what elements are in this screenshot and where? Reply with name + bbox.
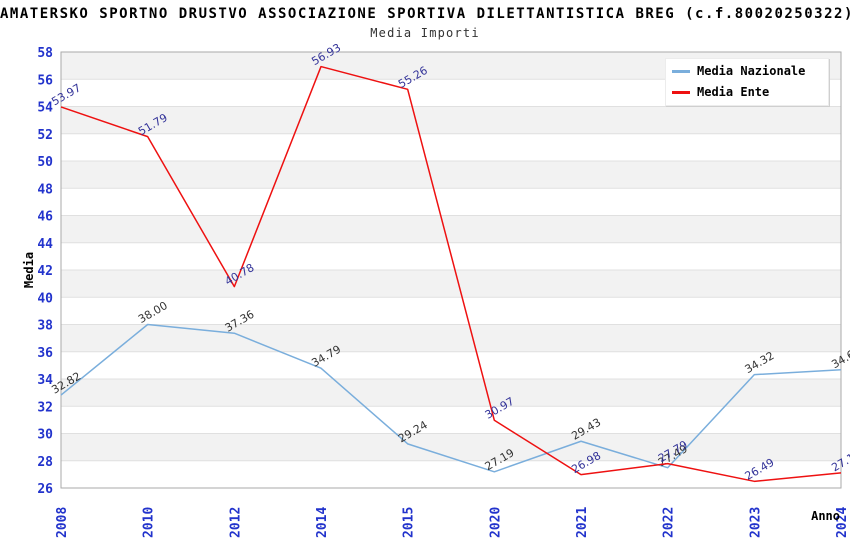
x-tick-label: 2024 — [835, 507, 850, 538]
y-tick-label: 44 — [37, 237, 53, 252]
plot-band — [61, 379, 841, 407]
media-ente-line-swatch — [672, 90, 690, 94]
media-nazionale-line-swatch — [672, 69, 690, 73]
plot-band — [61, 161, 841, 189]
plot-band — [61, 324, 841, 352]
y-tick-label: 48 — [37, 182, 53, 197]
series-line-media-ente — [60, 65, 842, 483]
point-value-label: 38.00 — [136, 299, 170, 326]
y-tick-label: 52 — [37, 128, 53, 143]
legend-label: Media Nazionale — [697, 64, 806, 78]
x-tick-label: 2021 — [575, 507, 590, 538]
y-tick-label: 32 — [37, 400, 53, 415]
y-tick-label: 50 — [37, 155, 53, 170]
y-tick-label: 56 — [37, 73, 53, 88]
x-tick-label: 2012 — [228, 507, 243, 538]
x-tick-label: 2020 — [488, 507, 503, 538]
x-tick-label: 2008 — [55, 507, 70, 538]
y-axis-title: Media — [22, 252, 36, 288]
y-tick-label: 30 — [37, 428, 53, 443]
plot-band — [61, 433, 841, 461]
y-tick-label: 36 — [37, 346, 53, 361]
point-value-label: 53.97 — [49, 81, 83, 108]
plot-band — [61, 106, 841, 134]
y-tick-label: 58 — [37, 46, 53, 61]
legend-item-media-nazionale: Media Nazionale — [672, 64, 822, 78]
y-tick-label: 34 — [37, 373, 53, 388]
legend: Media Nazionale Media Ente — [665, 58, 829, 106]
y-tick-label: 40 — [37, 291, 53, 306]
y-tick-label: 26 — [37, 482, 53, 497]
page-title: AMATERSKO SPORTNO DRUSTVO ASSOCIAZIONE S… — [0, 6, 850, 22]
x-tick-label: 2015 — [402, 507, 417, 538]
x-tick-label: 2014 — [315, 507, 330, 538]
x-axis-title: Anno — [811, 509, 840, 523]
legend-label: Media Ente — [697, 85, 770, 99]
y-tick-label: 54 — [37, 101, 53, 116]
x-tick-label: 2010 — [142, 507, 157, 538]
x-tick-label: 2023 — [748, 507, 763, 538]
legend-item-media-ente: Media Ente — [672, 85, 822, 99]
y-tick-label: 42 — [37, 264, 53, 279]
y-tick-label: 46 — [37, 210, 53, 225]
x-tick-label: 2022 — [662, 507, 677, 538]
point-value-label: 34.32 — [743, 349, 777, 376]
y-tick-label: 28 — [37, 455, 53, 470]
plot-band — [61, 270, 841, 298]
y-tick-label: 38 — [37, 319, 53, 334]
plot-border — [60, 51, 842, 489]
series-line-media-nazionale — [60, 323, 842, 473]
plot-band — [61, 215, 841, 243]
chart-subtitle: Media Importi — [370, 26, 480, 40]
